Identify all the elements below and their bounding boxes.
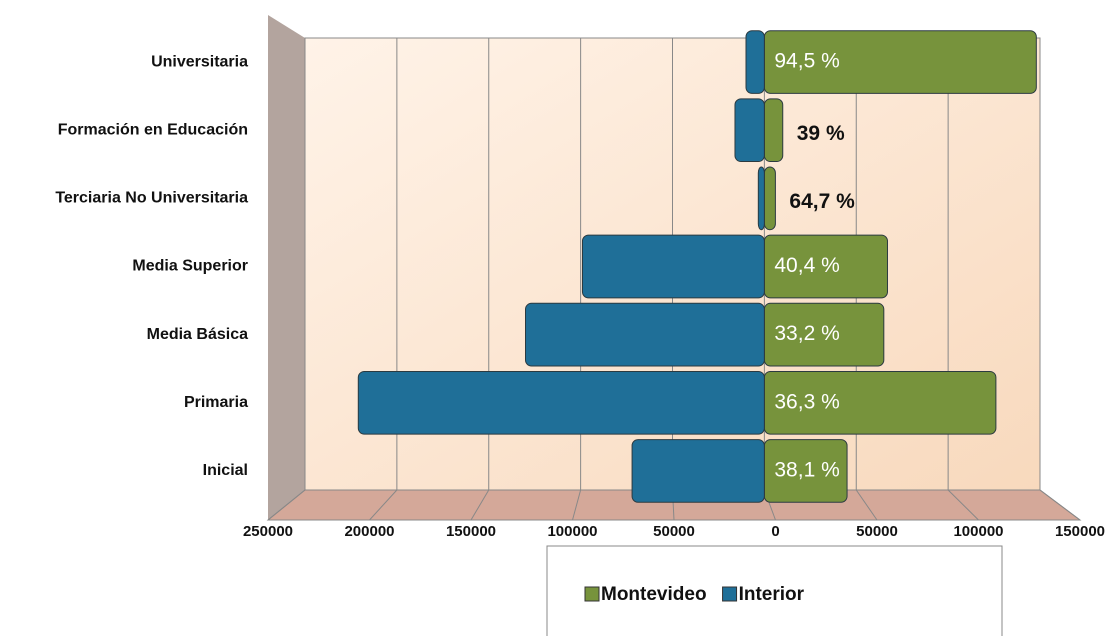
bar xyxy=(525,302,765,367)
x-tick-label: 50000 xyxy=(856,523,898,540)
bar xyxy=(734,98,765,163)
legend-swatch xyxy=(722,586,738,602)
bar xyxy=(357,370,765,435)
category-label: Terciaria No Universitaria xyxy=(55,190,248,207)
x-tick-label: 100000 xyxy=(953,523,1003,540)
floor-grid-line xyxy=(572,489,582,521)
category-label: Formación en Educación xyxy=(58,121,248,138)
floor-grid-line xyxy=(855,489,878,521)
floor-grid-line xyxy=(1039,489,1081,521)
percent-label: 38,1 % xyxy=(774,458,839,481)
percent-label: 64,7 % xyxy=(789,190,855,213)
floor-grid-line xyxy=(947,489,979,521)
floor-grid-line xyxy=(267,489,306,521)
bar xyxy=(763,166,776,231)
legend-label: Montevideo xyxy=(601,584,707,605)
bar xyxy=(763,98,784,163)
legend-swatch xyxy=(584,586,600,602)
x-tick-label: 150000 xyxy=(446,523,496,540)
percent-label: 39 % xyxy=(797,122,845,145)
percent-label: 40,4 % xyxy=(774,254,839,277)
category-label: Media Básica xyxy=(147,326,248,343)
x-tick-label: 100000 xyxy=(547,523,597,540)
floor-grid-line xyxy=(470,489,490,521)
category-label: Universitaria xyxy=(151,53,248,70)
category-label: Media Superior xyxy=(132,258,248,275)
side-wall xyxy=(268,15,305,520)
percent-label: 36,3 % xyxy=(774,390,839,413)
bar xyxy=(631,439,765,503)
x-tick-label: 50000 xyxy=(653,523,695,540)
percent-label: 33,2 % xyxy=(774,322,839,345)
percent-label: 94,5 % xyxy=(774,50,839,73)
bar xyxy=(581,234,765,299)
x-tick-label: 0 xyxy=(771,523,779,540)
legend-label: Interior xyxy=(739,584,805,605)
x-tick-label: 200000 xyxy=(344,523,394,540)
bar xyxy=(757,166,765,231)
x-tick-label: 150000 xyxy=(1055,523,1105,540)
bar xyxy=(745,30,765,94)
legend-box xyxy=(546,545,1003,636)
category-label: Inicial xyxy=(203,462,248,479)
category-label: Primaria xyxy=(184,394,248,411)
floor-grid-line xyxy=(369,489,398,521)
x-tick-label: 250000 xyxy=(243,523,293,540)
